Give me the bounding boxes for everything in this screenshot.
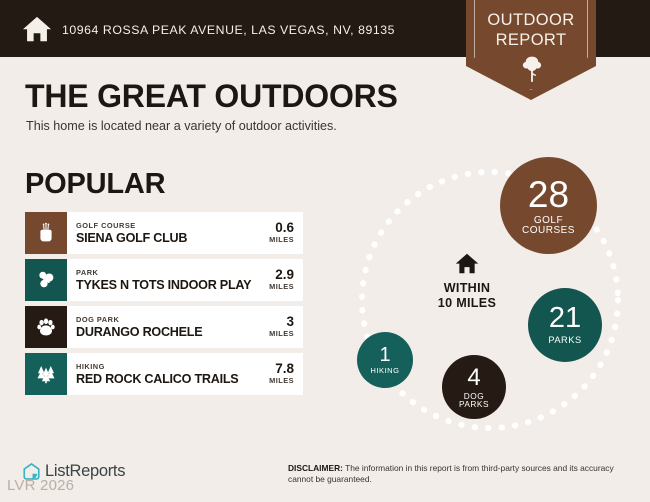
stat-label-line1: DOG	[463, 390, 485, 401]
list-item[interactable]: PARK TYKES N TOTS INDOOR PLAY 2.9 MILES	[25, 259, 303, 301]
disclaimer-text: The information in this report is from t…	[288, 463, 614, 485]
item-category: GOLF COURSE	[76, 220, 136, 230]
stat-label-line1: GOLF	[533, 214, 564, 226]
stat-label-line2: PARKS	[458, 399, 489, 409]
item-category: DOG PARK	[76, 314, 120, 324]
property-address: 10964 ROSSA PEAK AVENUE, LAS VEGAS, NV, …	[62, 23, 396, 37]
stat-count: 21	[548, 302, 582, 335]
tree-icon	[522, 56, 542, 82]
stat-label-line1: HIKING	[370, 366, 400, 376]
item-name: TYKES N TOTS INDOOR PLAY	[76, 277, 252, 292]
dotted-ring	[359, 169, 621, 431]
center-caption-line1: WITHIN	[443, 281, 491, 295]
popular-list: GOLF COURSE SIENA GOLF CLUB 0.6 MILES PA…	[25, 212, 303, 400]
listreports-logo[interactable]: ListReports	[22, 462, 125, 481]
stat-circle-parks[interactable]: 21 PARKS	[528, 288, 602, 362]
item-name: SIENA GOLF CLUB	[76, 230, 188, 245]
stat-circle-golf-courses[interactable]: 28 GOLF COURSES	[500, 157, 597, 254]
item-distance: 2.9	[275, 267, 294, 282]
home-icon	[22, 16, 52, 42]
stat-circle-dog-parks[interactable]: 4 DOG PARKS	[442, 355, 506, 419]
item-category: PARK	[76, 267, 99, 277]
paw-print-icon	[25, 306, 67, 348]
list-item[interactable]: GOLF COURSE SIENA GOLF CLUB 0.6 MILES	[25, 212, 303, 254]
item-category: HIKING	[76, 361, 105, 371]
badge-line-2: REPORT	[495, 31, 567, 49]
stat-count: 1	[379, 344, 391, 367]
list-item[interactable]: DOG PARK DURANGO ROCHELE 3 MILES	[25, 306, 303, 348]
badge-line-1: OUTDOOR	[487, 11, 575, 29]
item-distance-unit: MILES	[269, 329, 294, 338]
item-distance: 3	[286, 314, 294, 329]
center-caption-line2: 10 MILES	[437, 296, 497, 310]
item-distance-unit: MILES	[269, 282, 294, 291]
listreports-house-icon	[23, 463, 40, 480]
page-title: THE GREAT OUTDOORS	[25, 78, 398, 114]
item-name: RED ROCK CALICO TRAILS	[76, 371, 239, 386]
stat-count: 4	[467, 363, 481, 391]
golf-bag-icon	[25, 212, 67, 254]
center-caption: WITHIN 10 MILES	[405, 281, 529, 311]
watermark: LVR 2026	[7, 477, 75, 494]
listreports-wordmark: ListReports	[45, 462, 126, 480]
stat-circle-hiking[interactable]: 1 HIKING	[357, 332, 413, 388]
item-name: DURANGO ROCHELE	[76, 324, 203, 339]
disclaimer-label: DISCLAIMER:	[288, 463, 343, 473]
stat-label-line1: PARKS	[548, 335, 582, 346]
list-item[interactable]: HIKING RED ROCK CALICO TRAILS 7.8 MILES	[25, 353, 303, 395]
item-distance-unit: MILES	[269, 376, 294, 385]
stat-label-line2: COURSES	[522, 224, 575, 236]
item-distance: 0.6	[275, 220, 294, 235]
item-distance-unit: MILES	[269, 235, 294, 244]
disclaimer: DISCLAIMER: The information in this repo…	[288, 463, 638, 486]
page-subtitle: This home is located near a variety of o…	[26, 119, 337, 133]
park-tree-icon	[25, 259, 67, 301]
stat-count: 28	[527, 173, 570, 215]
popular-heading: POPULAR	[25, 168, 166, 200]
item-distance: 7.8	[275, 361, 294, 376]
home-icon	[455, 253, 479, 274]
pine-trees-icon	[25, 353, 67, 395]
